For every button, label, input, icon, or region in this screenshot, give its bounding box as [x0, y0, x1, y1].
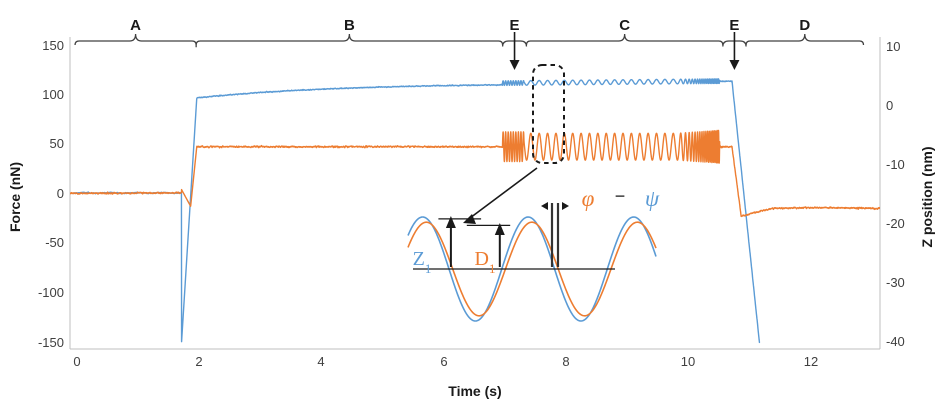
svg-text:10: 10 [886, 39, 900, 54]
svg-text:12: 12 [804, 354, 818, 369]
svg-text:0: 0 [73, 354, 80, 369]
svg-text:C: C [619, 17, 630, 34]
svg-text:6: 6 [440, 354, 447, 369]
svg-text:-150: -150 [38, 335, 64, 350]
svg-text:-10: -10 [886, 157, 905, 172]
svg-text:0: 0 [57, 186, 64, 201]
svg-text:D: D [799, 17, 810, 34]
svg-text:50: 50 [50, 136, 64, 151]
svg-text:-100: -100 [38, 285, 64, 300]
svg-text:-20: -20 [886, 216, 905, 231]
svg-text:Force (nN): Force (nN) [7, 162, 23, 232]
svg-text:B: B [344, 17, 355, 34]
svg-text:A: A [130, 17, 141, 34]
svg-text:-50: -50 [45, 235, 64, 250]
svg-text:100: 100 [42, 87, 64, 102]
svg-text:-40: -40 [886, 334, 905, 349]
svg-text:Time (s): Time (s) [448, 383, 501, 399]
svg-text:8: 8 [562, 354, 569, 369]
svg-text:2: 2 [195, 354, 202, 369]
svg-text:Z position (nm): Z position (nm) [919, 146, 935, 247]
svg-text:-30: -30 [886, 275, 905, 290]
svg-text:φ: φ [582, 186, 595, 211]
svg-text:0: 0 [886, 98, 893, 113]
svg-text:E: E [510, 17, 520, 34]
svg-text:10: 10 [681, 354, 695, 369]
svg-text:4: 4 [317, 354, 324, 369]
svg-text:E: E [729, 17, 739, 34]
svg-text:150: 150 [42, 38, 64, 53]
svg-text:ψ: ψ [645, 186, 660, 211]
svg-text:−: − [615, 186, 626, 206]
